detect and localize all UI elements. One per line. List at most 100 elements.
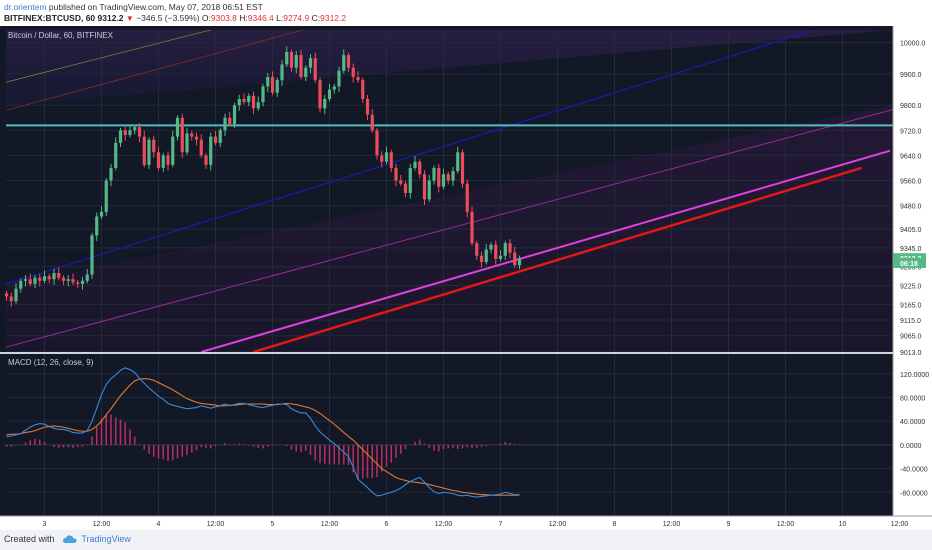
time-tick-label: 12:00 <box>777 521 795 528</box>
price-tag <box>893 257 926 268</box>
chart-canvas[interactable]: 10000.09900.09800.09720.09640.09560.0948… <box>0 26 932 530</box>
price-axis-panel <box>893 26 932 530</box>
candle-body <box>456 152 460 172</box>
macd-title: MACD (12, 26, close, 9) <box>8 358 94 367</box>
macd-tick-label: 120.0000 <box>900 372 929 379</box>
candle-body <box>14 288 18 302</box>
candle-body <box>280 64 284 81</box>
time-tick-label: 9 <box>727 521 731 528</box>
candle-body <box>152 139 156 153</box>
created-with-label: Created with <box>4 534 55 544</box>
close-label: C: <box>311 13 321 23</box>
candle-body <box>437 167 441 187</box>
author-link[interactable]: dr.orientem <box>4 2 47 12</box>
candle-body <box>441 174 446 187</box>
candle-body <box>213 136 218 143</box>
candle-body <box>228 117 232 125</box>
time-tick-label: 6 <box>385 521 389 528</box>
candle-body <box>365 98 370 115</box>
candle-body <box>180 117 184 153</box>
candle-body <box>147 139 151 165</box>
candle-body <box>427 180 431 200</box>
candle-body <box>71 279 75 283</box>
candle-body <box>289 51 294 68</box>
candle-body <box>413 161 417 168</box>
candle-body <box>394 167 398 181</box>
candle-body <box>33 277 37 284</box>
candle-body <box>142 136 146 165</box>
candle-body <box>356 77 360 81</box>
candle-body <box>66 279 70 281</box>
candle-body <box>194 136 199 140</box>
price-tick-label: 9640.0 <box>900 153 922 160</box>
candle-body <box>133 127 137 131</box>
candle-body <box>95 216 99 236</box>
candle-body <box>489 244 493 250</box>
macd-line <box>6 367 520 498</box>
candle-body <box>494 244 498 259</box>
candle-body <box>247 95 251 103</box>
symbol-name: BITFINEX:BTCUSD, 60 <box>4 13 96 23</box>
price-tick-label: 9165.0 <box>900 302 922 309</box>
candle-body <box>161 155 165 168</box>
tradingview-cloud-icon <box>63 535 77 544</box>
high-value: 9346.4 <box>247 13 274 23</box>
candle-body <box>484 249 488 263</box>
macd-tick-label: 80.0000 <box>900 395 925 402</box>
candle-body <box>38 277 42 281</box>
tradingview-link[interactable]: TradingView <box>81 534 131 544</box>
price-tick-label: 9720.0 <box>900 128 922 135</box>
candle-body <box>342 55 346 71</box>
candle-body <box>318 80 322 109</box>
candle-body <box>28 279 32 284</box>
candles <box>4 46 522 307</box>
time-tick-label: 12:00 <box>549 521 567 528</box>
candle-body <box>237 98 241 106</box>
candle-body <box>313 58 317 81</box>
candle-body <box>517 258 522 266</box>
candle-body <box>76 282 80 284</box>
candle-body <box>137 127 142 137</box>
candle-body <box>380 155 384 162</box>
axes: 10000.09900.09800.09720.09640.09560.0948… <box>0 26 932 530</box>
candle-body <box>204 155 208 165</box>
candle-body <box>408 167 412 194</box>
macd-tick-label: -80.0000 <box>900 490 928 497</box>
candle-body <box>479 255 484 263</box>
candle-body <box>223 117 227 131</box>
candle-body <box>109 167 113 181</box>
candle-body <box>9 296 13 302</box>
candle-body <box>256 102 260 109</box>
upper-red-line <box>6 30 305 111</box>
candle-body <box>218 130 222 143</box>
candle-body <box>308 58 313 68</box>
candle-body <box>285 51 289 65</box>
price-tick-label: 9480.0 <box>900 204 922 211</box>
candle-body <box>446 174 450 181</box>
high-label: H: <box>239 13 248 23</box>
price-change: −346.5 (−3.59%) <box>136 13 200 23</box>
candle-body <box>351 67 355 78</box>
time-tick-label: 12:00 <box>207 521 225 528</box>
candle-body <box>242 98 246 103</box>
candle-body <box>275 80 279 93</box>
macd-signal-line <box>6 377 520 496</box>
candle-body <box>4 293 9 297</box>
candle-body <box>432 167 436 181</box>
price-tick-label: 9285.0 <box>900 265 922 272</box>
candle-body <box>128 130 132 136</box>
candle-body <box>503 243 507 256</box>
candle-body <box>80 280 85 284</box>
candle-body <box>475 243 479 256</box>
chart-frame[interactable]: 10000.0 9900.0 9800.0 9720.0 9640.0 9560.0 948… <box>0 26 932 530</box>
candle-body <box>209 136 213 165</box>
candle-body <box>451 171 455 181</box>
price-tick-label: 9800.0 <box>900 103 922 110</box>
candle-body <box>418 161 422 175</box>
candle-body <box>251 95 256 109</box>
published-text: published on TradingView.com, May 07, 20… <box>48 2 263 12</box>
price-tick-label: 10000.0 <box>900 41 925 48</box>
price-tick-label: 9225.0 <box>900 284 922 291</box>
candle-body <box>375 130 379 156</box>
low-value: 9274.9 <box>283 13 310 23</box>
